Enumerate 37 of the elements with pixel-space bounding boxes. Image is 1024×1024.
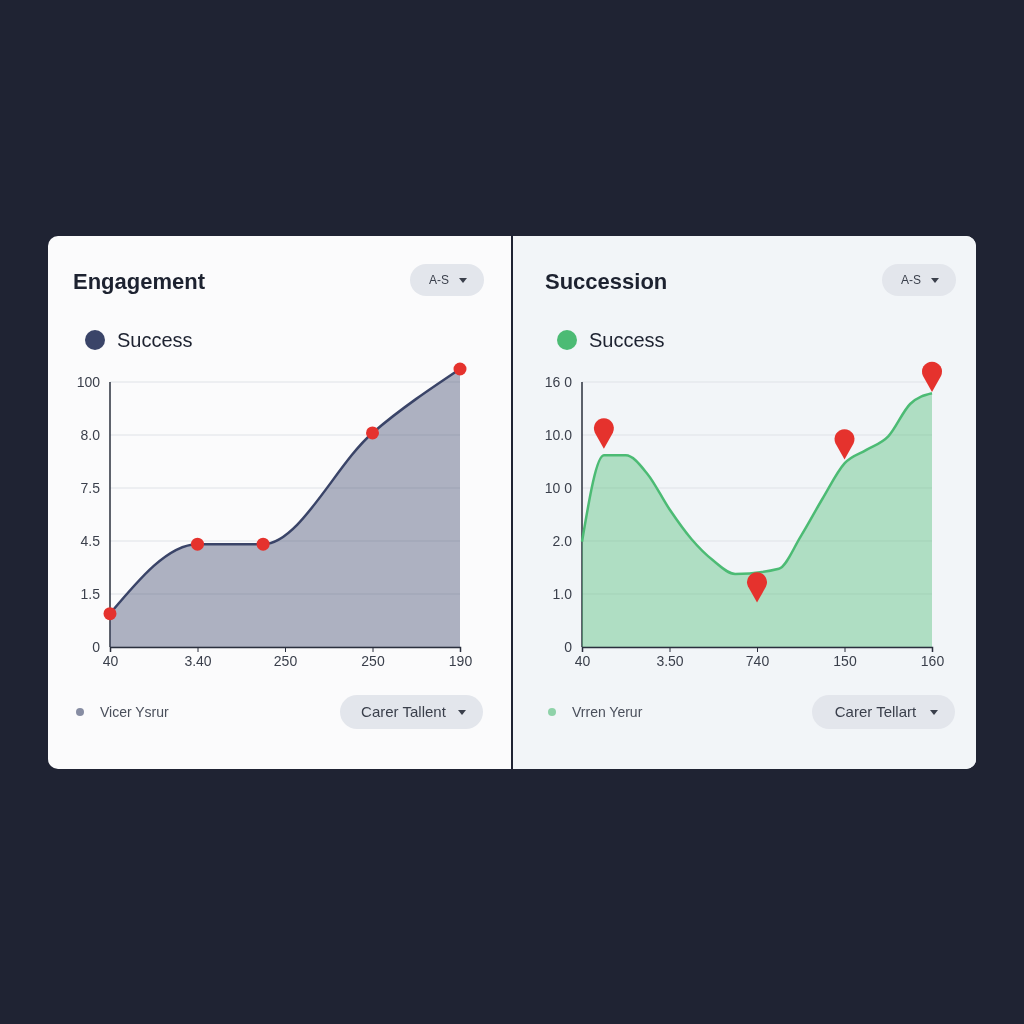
text: 16 0 <box>544 374 573 390</box>
point <box>191 537 204 551</box>
chart-title: Engagement <box>73 269 206 294</box>
x-tick-label: 3.40 <box>184 652 212 669</box>
x-axis-title: Vrren Yerur <box>572 704 643 720</box>
text: 10.0 <box>544 427 573 443</box>
dropdown-button: Carer Tellart <box>812 695 955 729</box>
x-axis-title: Vicer Ysrur <box>100 704 170 720</box>
point <box>103 607 117 621</box>
text: 1.5 <box>80 586 101 602</box>
text: 4.5 <box>80 533 101 549</box>
x-tick-label: 40 <box>574 652 591 669</box>
legend-label: Success <box>589 329 665 351</box>
text: 0 <box>564 639 573 655</box>
dropdown-button: A-S <box>882 264 956 296</box>
text: 0 <box>92 639 101 655</box>
text: 7.5 <box>80 480 101 496</box>
text: 2.0 <box>552 533 573 549</box>
x-tick-label: 250 <box>361 652 385 669</box>
point <box>366 426 379 440</box>
dropdown-button: Carer Tallent <box>340 695 483 729</box>
x-tick-label: 40 <box>102 652 119 669</box>
x-tick-label: 3.50 <box>656 652 684 669</box>
point <box>453 362 467 376</box>
x-tick-label: 740 <box>745 652 770 669</box>
x-tick-label: 150 <box>833 652 857 669</box>
legend-label: Success <box>117 329 193 351</box>
x-tick-label: 190 <box>448 652 473 669</box>
text: 10 0 <box>544 480 573 496</box>
point <box>256 537 270 551</box>
x-tick-label: 250 <box>273 652 298 669</box>
chart-title: Succession <box>545 269 668 294</box>
x-tick-label: 160 <box>920 652 945 669</box>
text: 100 <box>76 374 101 390</box>
text: 8.0 <box>80 427 101 443</box>
text: 1.0 <box>552 586 573 602</box>
dropdown-button: A-S <box>410 264 484 296</box>
